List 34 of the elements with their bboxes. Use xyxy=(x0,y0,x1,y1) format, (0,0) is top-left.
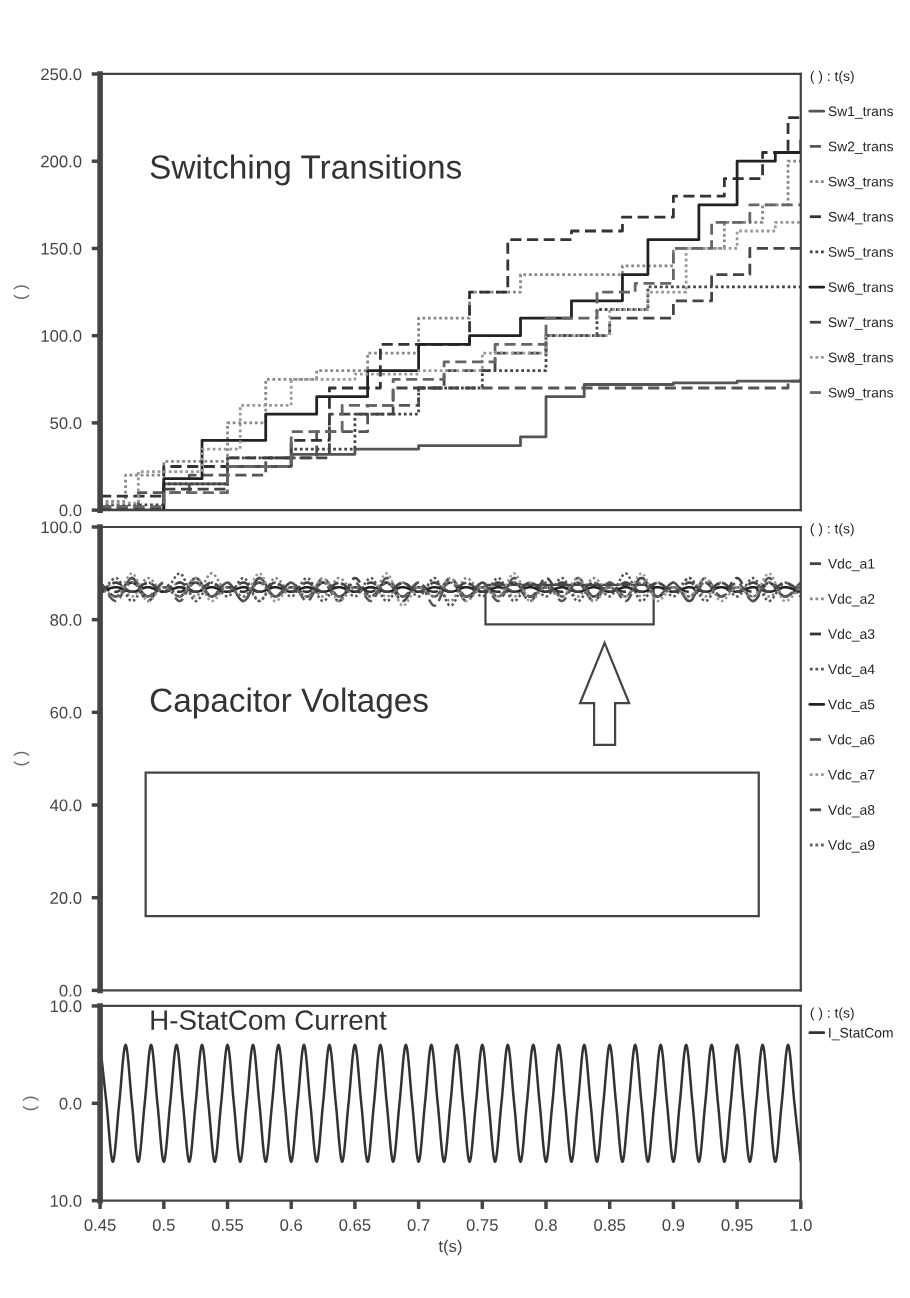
x-tick-label: 0.45 xyxy=(84,1219,116,1231)
x-tick-label: 0.9 xyxy=(662,1219,685,1231)
y-tick-label: 200.0 xyxy=(41,155,82,168)
y-tick-label: 100.0 xyxy=(41,521,82,534)
x-tick-label: 0.7 xyxy=(407,1219,430,1231)
y-tick-label: 50.0 xyxy=(50,417,82,430)
annotation: Switching Transitions xyxy=(150,154,462,186)
x-axis-title: t(s) xyxy=(438,1239,462,1256)
y-axis-title: ( ) xyxy=(13,751,30,766)
y-tick-label: 250.0 xyxy=(41,68,82,81)
annotation: H-StatCom Current xyxy=(151,1010,387,1030)
x-tick-label: 0.5 xyxy=(152,1219,175,1231)
y-tick-label: 80.0 xyxy=(50,614,82,626)
y-axis-title: ( ) xyxy=(13,285,30,299)
x-tick-label: 0.55 xyxy=(211,1219,244,1231)
annotation: Capacitor Voltages xyxy=(150,687,428,719)
y-tick-label: 100.0 xyxy=(41,330,82,342)
x-tick-label: 0.75 xyxy=(466,1219,498,1231)
y-tick-label: 0.0 xyxy=(59,984,82,997)
y-tick-label: 60.0 xyxy=(50,706,82,719)
y-tick-label: 0.0 xyxy=(59,1097,82,1110)
y-tick-label: 150.0 xyxy=(41,242,82,255)
x-tick-label: 0.85 xyxy=(594,1219,626,1231)
y-tick-label: 20.0 xyxy=(50,892,82,904)
y-tick-label: 10.0 xyxy=(50,1195,82,1207)
x-tick-label: 0.8 xyxy=(535,1219,557,1231)
x-tick-label: 0.6 xyxy=(280,1219,303,1231)
y-tick-label: 10.0 xyxy=(50,1000,82,1013)
x-tick-label: 1.0 xyxy=(790,1219,812,1231)
y-tick-label: 40.0 xyxy=(49,799,82,812)
x-tick-label: 0.65 xyxy=(339,1219,371,1231)
x-tick-label: 0.95 xyxy=(721,1219,753,1231)
y-axis-title: ( ) xyxy=(22,1096,39,1111)
y-tick-label: 0.0 xyxy=(59,504,82,517)
